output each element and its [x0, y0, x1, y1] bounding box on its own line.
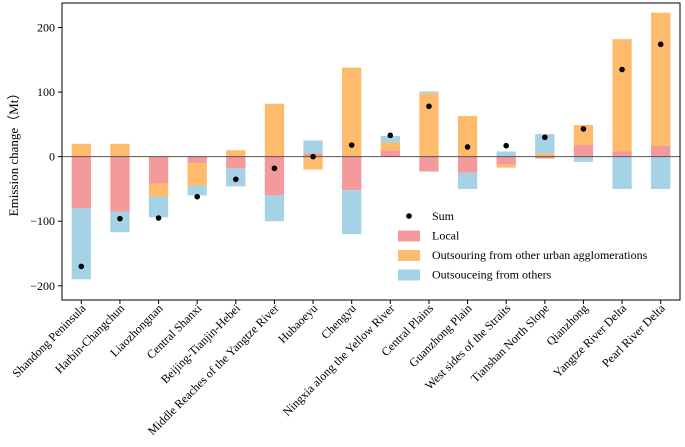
sum-dot-central-plains	[426, 103, 432, 110]
sum-dot-hubaoeyu	[310, 153, 316, 160]
bar-tianshan-north-slope-outsourcing-others	[535, 134, 555, 154]
bar-chengyu-outsourcing-urban	[342, 67, 362, 157]
bar-middle-reaches-of-the-yangtze-river-outsourcing-urban	[264, 103, 285, 157]
sum-dot-ningxia-along-the-yellow-river	[387, 132, 394, 139]
legend: Sum Local Outsouring from other urban aggl…	[398, 209, 648, 282]
bar-pearl-river-delta-outsourcing-urban	[651, 12, 671, 146]
bar-guanzhong-plain-outsourcing-urban	[457, 115, 478, 157]
bar-hubaoeyu-outsourcing-urban	[303, 156, 323, 170]
legend-label-sum: Sum	[432, 209, 455, 223]
sum-dot-central-shanxi	[194, 193, 200, 200]
legend-label-outsouring-from-other-urban-agglomerations: Outsouring from other urban agglomeratio…	[432, 248, 648, 262]
bar-central-plains-outsourcing-urban	[419, 93, 439, 157]
y-tick-label: 0	[49, 150, 55, 164]
bar-tianshan-north-slope-outsourcing-urban	[535, 153, 555, 157]
x-tick-label-harbin-changchun: Harbin-Changchun	[52, 301, 127, 376]
bar-central-plains-local	[419, 156, 439, 172]
bar-liaozhongnan-outsourcing-urban	[148, 183, 169, 197]
y-axis: −200 −100 0 100 200	[30, 21, 62, 293]
sum-dot-tianshan-north-slope	[542, 134, 548, 141]
sum-dot-qianzhong	[580, 126, 587, 132]
y-tick-label: 100	[37, 85, 55, 99]
bar-central-shanxi-outsourcing-urban	[187, 163, 207, 186]
bar-shandong-peninsula-outsourcing-others	[71, 208, 91, 280]
bar-harbin-changchun-local	[110, 156, 130, 212]
legend-swatch-local	[398, 230, 420, 242]
sum-dot-chengyu	[348, 142, 355, 148]
bar-chengyu-outsourcing-others	[342, 190, 362, 235]
legend-swatch-outsouring-from-other-urban-agglomerations	[398, 250, 420, 261]
bar-beijing-tianjin-hebei-local	[226, 156, 246, 169]
bar-central-plains-outsourcing-others	[419, 91, 439, 94]
bar-qianzhong-outsourcing-urban	[573, 125, 594, 146]
sum-dot-shandong-peninsula	[78, 263, 85, 270]
bar-pearl-river-delta-outsourcing-others	[651, 156, 671, 189]
sum-dot-beijing-tianjin-hebei	[233, 176, 239, 183]
bar-guanzhong-plain-local	[457, 156, 478, 173]
bars-layer	[71, 12, 671, 280]
bar-west-sides-of-the-straits-outsourcing-urban	[496, 164, 516, 168]
bar-central-shanxi-outsourcing-others	[187, 185, 207, 196]
legend-swatch-sum	[406, 213, 412, 219]
bar-yangtze-river-delta-outsourcing-others	[612, 156, 632, 189]
bar-middle-reaches-of-the-yangtze-river-outsourcing-others	[264, 195, 285, 222]
sum-dot-yangtze-river-delta	[619, 66, 625, 73]
bar-west-sides-of-the-straits-local	[496, 156, 516, 165]
bar-middle-reaches-of-the-yangtze-river-local	[264, 156, 285, 196]
bar-beijing-tianjin-hebei-outsourcing-urban	[226, 150, 246, 157]
y-tick-label: −100	[30, 214, 55, 228]
sum-dot-harbin-changchun	[117, 215, 123, 222]
bar-harbin-changchun-outsourcing-others	[110, 211, 130, 233]
bar-shandong-peninsula-outsourcing-urban	[71, 143, 91, 157]
x-axis: Shandong PeninsulaHarbin-ChangchunLiaozh…	[9, 300, 668, 438]
bar-central-shanxi-local	[187, 156, 207, 164]
bar-shandong-peninsula-local	[71, 156, 91, 209]
sum-dot-liaozhongnan	[155, 215, 162, 221]
y-tick-label: 200	[37, 21, 55, 35]
bar-guanzhong-plain-outsourcing-others	[457, 172, 478, 189]
bar-ningxia-along-the-yellow-river-outsourcing-urban	[380, 142, 400, 151]
bar-harbin-changchun-outsourcing-urban	[110, 143, 130, 157]
plot-frame	[61, 2, 681, 301]
bar-chengyu-local	[342, 156, 362, 191]
bar-liaozhongnan-local	[148, 156, 169, 184]
bar-west-sides-of-the-straits-outsourcing-others	[496, 151, 516, 157]
sum-dots-layer	[78, 41, 664, 270]
bar-hubaoeyu-outsourcing-others	[303, 140, 323, 154]
legend-label-local: Local	[432, 229, 460, 243]
sum-dot-middle-reaches-of-the-yangtze-river	[271, 165, 278, 172]
bar-tianshan-north-slope-local	[535, 156, 555, 159]
bar-qianzhong-outsourcing-others	[573, 156, 594, 162]
sum-dot-west-sides-of-the-straits	[503, 142, 509, 149]
legend-label-outsouceing-from-others: Outsouceing from others	[432, 268, 552, 282]
sum-dot-pearl-river-delta	[657, 41, 664, 48]
bar-pearl-river-delta-local	[651, 145, 671, 157]
legend-swatch-outsouceing-from-others	[398, 269, 420, 281]
bar-ningxia-along-the-yellow-river-local	[380, 150, 400, 157]
y-tick-label: −200	[30, 279, 55, 293]
bar-liaozhongnan-outsourcing-others	[148, 196, 169, 218]
y-axis-title: Emission change（Mt）	[6, 87, 21, 217]
bar-yangtze-river-delta-local	[612, 151, 632, 157]
bar-qianzhong-local	[573, 145, 594, 157]
x-tick-label-hubaoeyu: Hubaoeyu	[275, 301, 320, 346]
bar-ningxia-along-the-yellow-river-outsourcing-others	[380, 136, 400, 143]
sum-dot-guanzhong-plain	[464, 144, 471, 150]
bar-yangtze-river-delta-outsourcing-urban	[612, 39, 632, 152]
